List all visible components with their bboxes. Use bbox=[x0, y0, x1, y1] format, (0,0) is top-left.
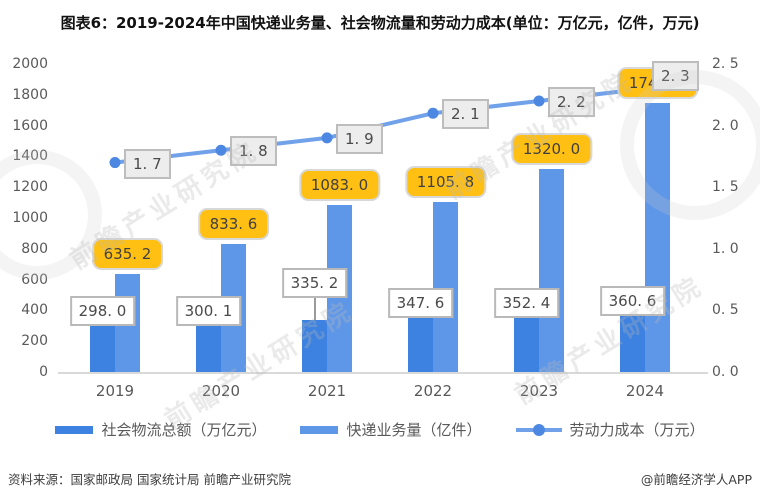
plot-area: 0 200 400 600 800 1000 1200 1400 1600 1800 2000 0. … bbox=[12, 56, 739, 400]
y-axis-left-tick: 1400 bbox=[12, 148, 48, 165]
line-marker bbox=[427, 107, 439, 119]
data-label-labor-cost: 1. 8 bbox=[230, 136, 277, 167]
x-axis-baseline bbox=[58, 372, 708, 374]
bar-social-logistics bbox=[408, 318, 433, 372]
legend-label-labor-cost: 劳动力成本（万元） bbox=[569, 421, 705, 439]
footer-source: 资料来源：国家邮政局 国家统计局 前瞻产业研究院 bbox=[8, 472, 291, 487]
x-axis-category-label: 2022 bbox=[413, 382, 453, 400]
legend-marker-icon bbox=[532, 423, 545, 436]
x-axis-category-label: 2024 bbox=[625, 382, 665, 400]
x-axis-category-label: 2023 bbox=[519, 382, 559, 400]
legend-item-labor-cost: 劳动力成本（万元） bbox=[515, 419, 705, 440]
data-label-labor-cost: 1. 9 bbox=[336, 123, 383, 154]
bar-social-logistics bbox=[302, 320, 327, 372]
line-marker bbox=[533, 95, 545, 107]
x-axis-category-label: 2020 bbox=[201, 382, 241, 400]
bar-express-volume bbox=[539, 168, 564, 372]
y-axis-left-tick: 0 bbox=[39, 364, 48, 380]
y-axis-left-tick: 1800 bbox=[12, 86, 48, 103]
footer-credit: @前瞻经济学人APP bbox=[640, 472, 752, 487]
y-axis-right-tick: 0. 5 bbox=[712, 302, 739, 319]
bar-social-logistics bbox=[620, 316, 645, 372]
data-label-express-volume: 1083. 0 bbox=[298, 169, 381, 202]
legend-swatch-social-logistics bbox=[55, 425, 94, 434]
legend-label-express-volume: 快递业务量（亿件） bbox=[346, 421, 482, 439]
legend-item-social-logistics: 社会物流总额（万亿元） bbox=[55, 419, 266, 440]
legend-item-express-volume: 快递业务量（亿件） bbox=[300, 419, 482, 440]
y-axis-right-tick: 2. 5 bbox=[712, 56, 739, 72]
y-axis-left-tick: 200 bbox=[21, 333, 48, 350]
x-axis-category-label: 2021 bbox=[307, 382, 347, 400]
y-axis-right-tick: 2. 0 bbox=[712, 117, 739, 134]
data-label-social-logistics: 300. 1 bbox=[175, 295, 242, 326]
y-axis-left-tick: 400 bbox=[21, 302, 48, 319]
data-label-social-logistics: 360. 6 bbox=[599, 286, 666, 317]
bar-express-volume bbox=[645, 103, 670, 372]
y-axis-right-tick: 1. 0 bbox=[712, 240, 739, 257]
data-label-labor-cost: 1. 7 bbox=[124, 148, 171, 179]
line-marker bbox=[321, 132, 333, 144]
bar-social-logistics bbox=[514, 317, 539, 372]
bar-social-logistics bbox=[196, 325, 221, 372]
y-axis-left-tick: 1000 bbox=[12, 210, 48, 226]
data-label-express-volume: 635. 2 bbox=[91, 238, 164, 271]
chart-title: 图表6：2019-2024年中国快递业务量、社会物流量和劳动力成本(单位：万亿元… bbox=[60, 14, 700, 32]
y-axis-left-tick: 800 bbox=[21, 240, 48, 257]
data-label-social-logistics: 335. 2 bbox=[281, 268, 348, 299]
data-label-labor-cost: 2. 2 bbox=[548, 86, 595, 117]
label-connector bbox=[314, 296, 316, 321]
bar-social-logistics bbox=[90, 326, 115, 372]
chart-legend: 社会物流总额（万亿元） 快递业务量（亿件） 劳动力成本（万元） bbox=[0, 419, 760, 440]
legend-swatch-express-volume bbox=[300, 425, 339, 434]
x-axis-category-label: 2019 bbox=[95, 382, 135, 400]
bar-express-volume bbox=[433, 201, 458, 372]
line-marker bbox=[109, 157, 121, 169]
data-label-express-volume: 1320. 0 bbox=[510, 132, 593, 165]
y-axis-left-tick: 2000 bbox=[12, 56, 48, 72]
y-axis-left-tick: 1200 bbox=[12, 179, 48, 196]
y-axis-left-tick: 600 bbox=[21, 271, 48, 288]
data-label-express-volume: 1105. 8 bbox=[404, 165, 487, 198]
data-label-social-logistics: 298. 0 bbox=[69, 296, 136, 327]
line-marker bbox=[215, 144, 227, 156]
data-label-labor-cost: 2. 1 bbox=[442, 99, 489, 130]
y-axis-right-tick: 0. 0 bbox=[712, 364, 739, 380]
data-label-social-logistics: 347. 6 bbox=[387, 288, 454, 319]
y-axis-left-tick: 1600 bbox=[12, 117, 48, 134]
legend-swatch-labor-cost bbox=[515, 423, 562, 436]
data-label-express-volume: 833. 6 bbox=[197, 207, 270, 240]
legend-label-social-logistics: 社会物流总额（万亿元） bbox=[101, 421, 267, 439]
y-axis-right-tick: 1. 5 bbox=[712, 179, 739, 196]
data-label-labor-cost: 2. 3 bbox=[652, 60, 699, 91]
data-label-social-logistics: 352. 4 bbox=[493, 287, 560, 318]
